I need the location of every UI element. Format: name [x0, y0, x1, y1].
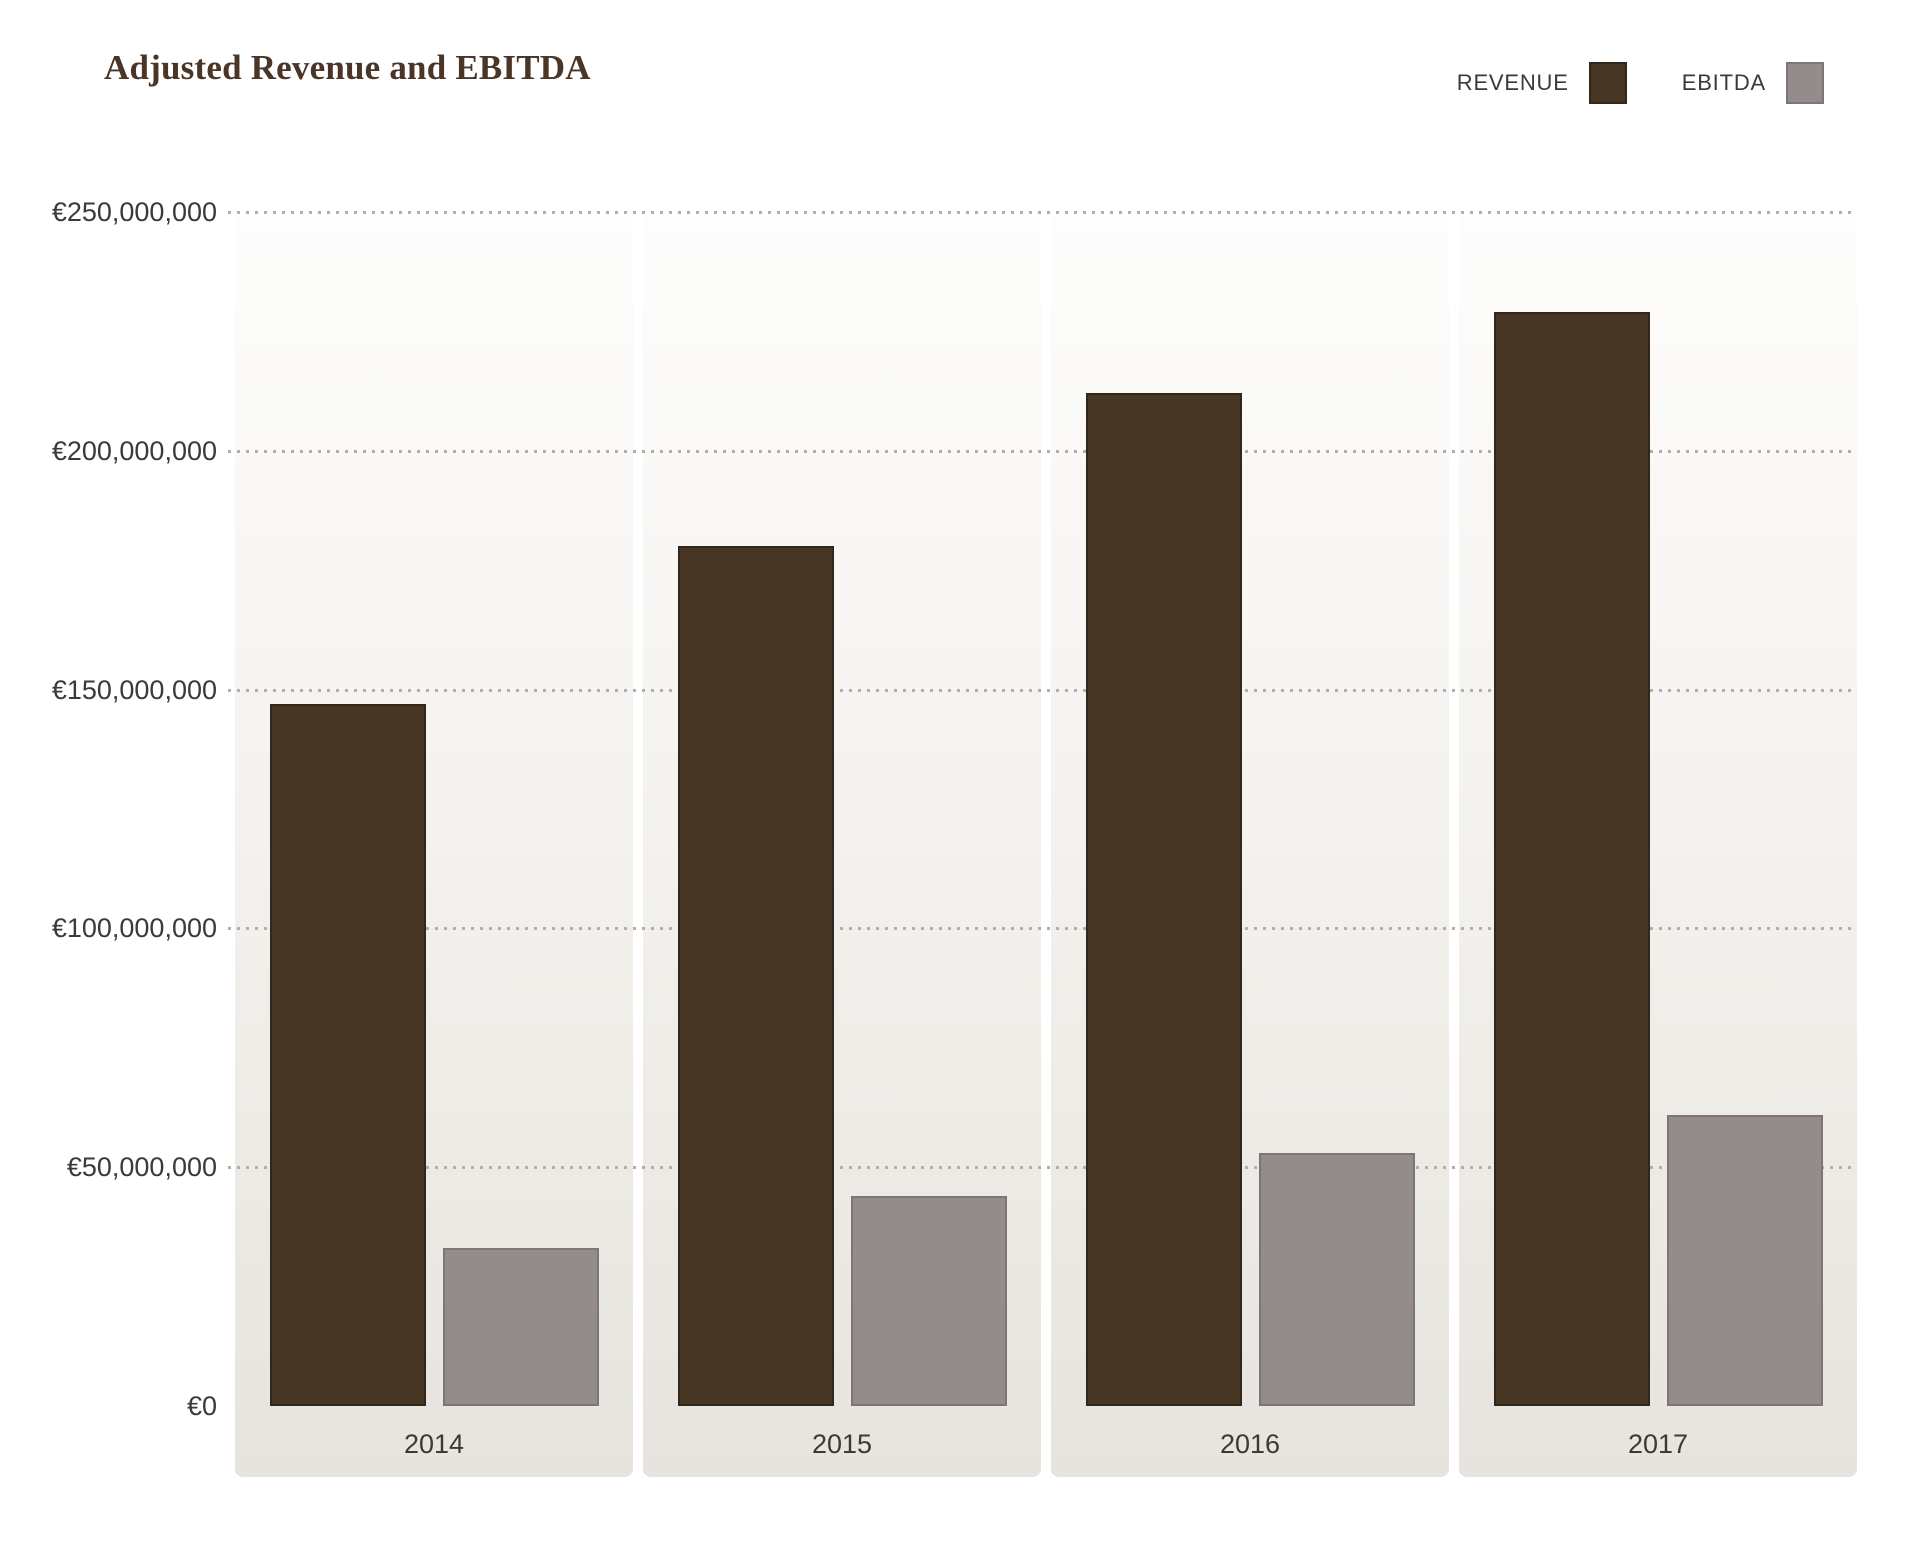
panel-2015: 2015	[643, 216, 1041, 1477]
bar-ebitda-2017	[1667, 1115, 1823, 1406]
bar-ebitda-2015	[851, 1196, 1007, 1406]
chart-title: Adjusted Revenue and EBITDA	[104, 48, 591, 87]
y-tick-250000000: €250,000,000	[51, 197, 217, 227]
y-tick-50000000: €50,000,000	[66, 1152, 217, 1183]
bar-revenue-2015	[678, 546, 834, 1406]
panel-2017: 2017	[1459, 216, 1857, 1477]
revenue-swatch	[1588, 62, 1627, 104]
x-label-2016: 2016	[1219, 1429, 1281, 1459]
legend-item-revenue: REVENUE	[1457, 62, 1627, 104]
gridline-250000000	[228, 211, 1857, 214]
x-label-2017: 2017	[1627, 1429, 1689, 1459]
gridline-150000000	[228, 688, 1857, 692]
panel-2014: 2014	[235, 216, 633, 1477]
legend: REVENUE EBITDA	[1457, 62, 1824, 104]
y-tick-150000000: €150,000,000	[51, 674, 217, 705]
gridline-50000000	[228, 1166, 1857, 1170]
y-tick-0: €0	[186, 1391, 217, 1421]
y-tick-100000000: €100,000,000	[51, 913, 217, 944]
bar-ebitda-2016	[1259, 1153, 1415, 1406]
y-tick-200000000: €200,000,000	[51, 435, 217, 466]
ebitda-swatch	[1786, 62, 1824, 104]
bar-revenue-2017	[1494, 312, 1650, 1406]
legend-item-ebitda: EBITDA	[1682, 62, 1824, 104]
gridline-200000000	[228, 449, 1857, 453]
bar-revenue-2014	[270, 704, 426, 1406]
bar-revenue-2016	[1086, 393, 1242, 1406]
x-label-2014: 2014	[403, 1429, 465, 1459]
gridline-100000000	[228, 927, 1857, 931]
bar-ebitda-2014	[443, 1248, 599, 1406]
legend-label-ebitda: EBITDA	[1681, 70, 1766, 95]
x-label-2015: 2015	[811, 1429, 873, 1459]
legend-label-revenue: REVENUE	[1456, 70, 1569, 95]
panel-2016: 2016	[1051, 216, 1449, 1477]
